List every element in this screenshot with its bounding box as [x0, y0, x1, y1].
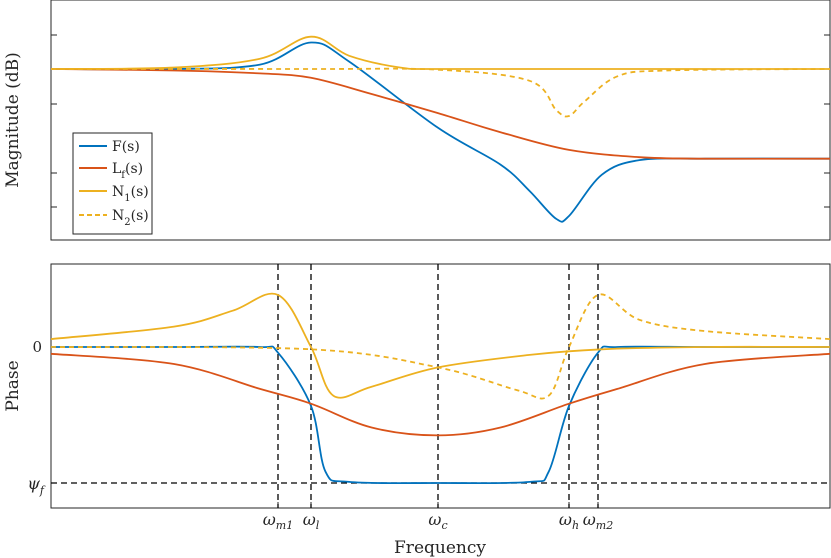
legend-label-N1: N1(s)	[112, 184, 149, 204]
phase-axes-frame	[50, 263, 831, 509]
phase-ytick-label: 0	[32, 338, 42, 356]
magnitude-panel: F(s) Lf(s) N1(s) N2(s) Magnitude (dB)	[3, 0, 831, 241]
legend: F(s) Lf(s) N1(s) N2(s)	[72, 132, 153, 235]
phase-xtick-label: ωm2	[583, 510, 613, 532]
phase-panel: 0 ψf ωm1 ωl ωc ωh ωm2 Phase Frequency	[3, 263, 831, 558]
phase-series-lfs	[50, 352, 831, 437]
magnitude-series-fs	[50, 41, 831, 223]
phase-xlabel: Frequency	[394, 538, 486, 558]
phase-xtick-label: ωc	[428, 510, 447, 532]
legend-label-N2: N2(s)	[112, 208, 149, 228]
phase-ytick-label: ψf	[27, 474, 46, 497]
phase-ylabel: Phase	[3, 360, 23, 411]
magnitude-ylabel: Magnitude (dB)	[3, 52, 23, 188]
phase-series-n2s	[50, 293, 831, 400]
phase-xtick-label: ωh	[559, 510, 579, 532]
magnitude-series-n1s	[50, 35, 830, 70]
magnitude-axes-frame	[50, 0, 831, 241]
legend-box	[72, 132, 153, 235]
magnitude-series-n2s	[50, 67, 831, 118]
phase-xtick-label: ωl	[303, 510, 320, 532]
phase-xtick-label: ωm1	[263, 510, 293, 532]
magnitude-series-lfs	[50, 68, 831, 160]
phase-series-n1s	[50, 292, 831, 399]
legend-label-F: F(s)	[112, 139, 140, 155]
legend-label-Lf: Lf(s)	[112, 161, 143, 181]
